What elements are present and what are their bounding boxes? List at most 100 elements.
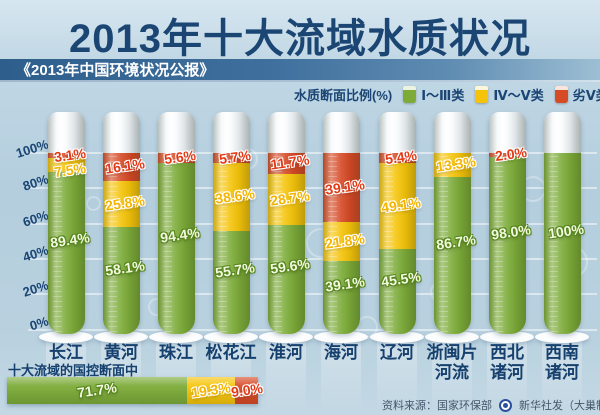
category-label-line: 河流	[435, 363, 469, 382]
category-label-line: 西北	[490, 343, 524, 362]
tube-segment-mid	[47, 158, 85, 172]
tube-segment-bad	[102, 153, 140, 182]
category-label-line: 诸河	[490, 363, 524, 382]
legend-label-good: Ⅰ～Ⅲ类	[421, 87, 465, 103]
category-label-line: 辽河	[380, 343, 414, 362]
tube-reflection	[321, 336, 361, 414]
gridline-80%	[28, 187, 597, 190]
legend-items: Ⅰ～Ⅲ类 Ⅳ～Ⅴ类 劣Ⅴ类	[403, 85, 600, 104]
category-label-黄河: 黄河	[75, 343, 167, 363]
tube-珠江	[157, 112, 195, 334]
tube-segment-good	[543, 153, 581, 334]
gridline-60%	[28, 222, 597, 225]
category-label-line: 海河	[324, 343, 358, 362]
legend-swatch-bad	[554, 85, 568, 103]
tube-empty-cap	[212, 112, 250, 153]
tube-segment-good	[157, 162, 195, 334]
tube-platform	[370, 331, 424, 343]
category-label-浙闽片河流: 浙闽片 河流	[406, 343, 498, 383]
tube-segment-mid	[102, 181, 140, 228]
subtitle-band: 《2013年中国环境状况公报》	[0, 59, 600, 82]
gridline-0%	[28, 328, 597, 331]
y-tick-label: 60%	[20, 207, 51, 230]
category-label-line: 诸河	[545, 363, 579, 382]
tube-segment-mid	[378, 162, 416, 250]
tube-platform	[149, 331, 203, 343]
tube-segment-good	[378, 249, 416, 334]
tube-platform	[259, 331, 313, 343]
credit-text: 新华社发（大巢制图）	[519, 400, 600, 412]
tube-platform	[314, 331, 368, 343]
category-label-line: 松花江	[205, 343, 257, 362]
category-label-海河: 海河	[295, 343, 387, 363]
category-label-辽河: 辽河	[351, 343, 443, 363]
tube-黄河	[102, 112, 140, 334]
category-label-松花江: 松花江	[185, 343, 277, 363]
bubble-decoration	[86, 196, 101, 211]
tube-segment-good	[212, 231, 250, 334]
tube-platform	[204, 331, 258, 343]
category-label-西北诸河: 西北 诸河	[461, 343, 553, 383]
tube-empty-cap	[378, 112, 416, 153]
y-tick-label: 20%	[20, 277, 51, 300]
tube-reflection	[377, 336, 417, 414]
tube-segment-good	[433, 176, 471, 334]
tube-辽河	[378, 112, 416, 334]
tube-segment-mid	[433, 153, 471, 177]
tube-empty-cap	[47, 112, 85, 153]
tube-platform	[94, 331, 148, 343]
category-label-line: 浙闽片	[426, 343, 478, 362]
tube-segment-good	[102, 227, 140, 334]
tube-platform	[425, 331, 479, 343]
tube-segment-mid	[267, 173, 305, 225]
tube-empty-cap	[488, 112, 526, 153]
category-label-line: 珠江	[159, 343, 193, 362]
tube-segment-good	[322, 260, 360, 334]
tube-segment-bad	[267, 153, 305, 174]
legend-label-bad: 劣Ⅴ类	[572, 87, 600, 103]
page-title: 2013年十大流域水质状况	[69, 17, 531, 61]
summary-value-label: 71.7%	[76, 379, 118, 401]
footer: 资料来源：国家环保部 新华社发（大巢制图）	[382, 397, 600, 413]
category-label-珠江: 珠江	[130, 343, 222, 363]
tube-segment-good	[47, 171, 85, 334]
tube-empty-cap	[543, 112, 581, 153]
tube-empty-cap	[433, 112, 471, 153]
category-label-西南诸河: 西南 诸河	[516, 343, 600, 383]
tube-海河	[322, 112, 360, 334]
source-text: 资料来源：国家环保部	[382, 400, 492, 412]
tube-segment-bad	[322, 153, 360, 223]
legend: 水质断面比例(%) Ⅰ～Ⅲ类 Ⅳ～Ⅴ类 劣Ⅴ类	[294, 84, 600, 104]
gridline-100%	[28, 152, 597, 154]
tube-platform	[480, 331, 534, 343]
summary-segment-bad: 9.0%	[230, 377, 264, 404]
tube-empty-cap	[157, 112, 195, 153]
tube-platform	[535, 331, 589, 343]
tube-segment-good	[488, 156, 526, 334]
tube-浙闽片河流	[433, 112, 471, 334]
subtitle-text: 《2013年中国环境状况公报》	[16, 62, 215, 79]
tube-reflection	[542, 336, 582, 414]
xinhua-logo-icon	[499, 398, 512, 412]
tube-segment-good	[267, 224, 305, 334]
tube-segment-bad	[488, 153, 526, 157]
tube-segment-mid	[322, 222, 360, 261]
legend-swatch-good	[403, 85, 417, 103]
tube-segment-bad	[212, 153, 250, 164]
category-label-line: 西南	[545, 343, 579, 362]
tube-empty-cap	[102, 112, 140, 153]
tube-empty-cap	[322, 112, 360, 153]
category-label-淮河: 淮河	[240, 343, 332, 363]
tube-reflection	[432, 336, 472, 414]
summary-segment-good: 71.7%	[7, 377, 187, 404]
category-label-line: 黄河	[104, 343, 138, 362]
tube-segment-bad	[47, 153, 85, 159]
tube-segment-mid	[212, 163, 250, 232]
tube-segment-bad	[378, 153, 416, 163]
legend-label-mid: Ⅳ～Ⅴ类	[493, 87, 544, 103]
tube-松花江	[212, 112, 250, 334]
tube-淮河	[267, 112, 305, 334]
gridline-40%	[28, 258, 597, 260]
